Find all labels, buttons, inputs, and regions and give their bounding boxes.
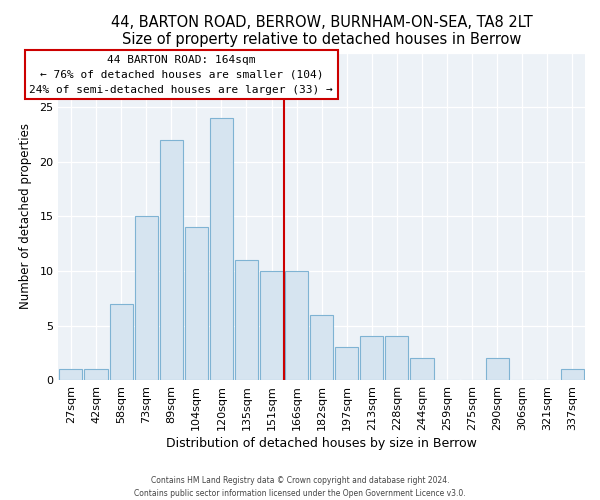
Bar <box>160 140 183 380</box>
Y-axis label: Number of detached properties: Number of detached properties <box>19 124 32 310</box>
Bar <box>260 271 283 380</box>
Bar <box>85 369 107 380</box>
Bar <box>361 336 383 380</box>
Bar <box>134 216 158 380</box>
Bar <box>310 314 333 380</box>
Bar <box>335 348 358 380</box>
Text: Contains HM Land Registry data © Crown copyright and database right 2024.
Contai: Contains HM Land Registry data © Crown c… <box>134 476 466 498</box>
Bar <box>59 369 82 380</box>
Bar <box>410 358 434 380</box>
Bar <box>110 304 133 380</box>
Bar <box>210 118 233 380</box>
Bar <box>235 260 258 380</box>
Bar <box>385 336 409 380</box>
Title: 44, BARTON ROAD, BERROW, BURNHAM-ON-SEA, TA8 2LT
Size of property relative to de: 44, BARTON ROAD, BERROW, BURNHAM-ON-SEA,… <box>111 15 533 48</box>
X-axis label: Distribution of detached houses by size in Berrow: Distribution of detached houses by size … <box>166 437 477 450</box>
Text: 44 BARTON ROAD: 164sqm
← 76% of detached houses are smaller (104)
24% of semi-de: 44 BARTON ROAD: 164sqm ← 76% of detached… <box>29 55 333 94</box>
Bar <box>285 271 308 380</box>
Bar <box>485 358 509 380</box>
Bar <box>185 228 208 380</box>
Bar <box>561 369 584 380</box>
